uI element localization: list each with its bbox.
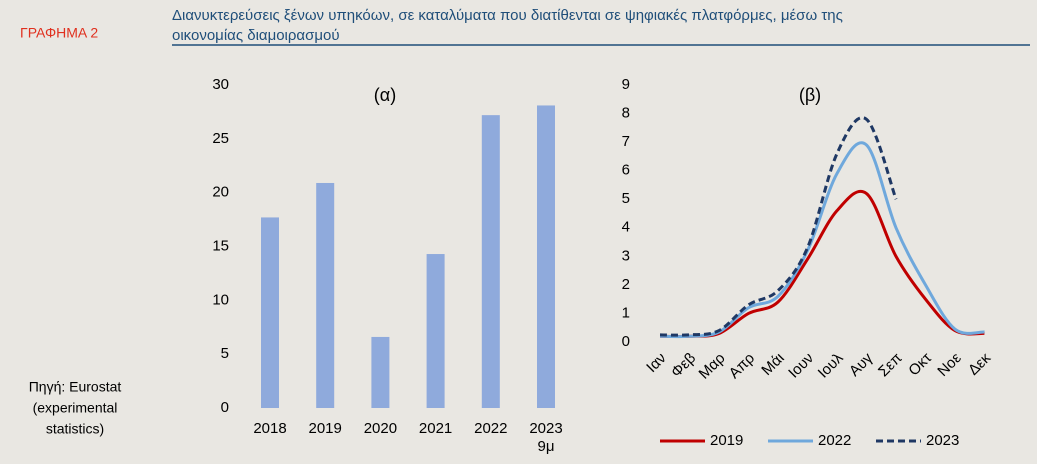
x-tick-label: Ιουλ: [815, 349, 847, 381]
x-tick-label: Σεπ: [875, 350, 906, 381]
legend-label: 2023: [926, 432, 959, 449]
y-tick-label: 0: [622, 333, 630, 350]
y-tick-label: 9: [622, 76, 630, 93]
bar: [316, 182, 335, 408]
y-tick-label: 7: [622, 133, 630, 150]
y-tick-label: 2: [622, 276, 630, 293]
x-tick-label: Ιαν: [643, 350, 669, 376]
title: Διανυκτερεύσεις ξένων υπηκόων, σε καταλύ…: [172, 7, 843, 24]
x-tick-label: Δεκ: [965, 349, 994, 378]
y-tick-label: 5: [622, 190, 630, 207]
y-tick-label: 3: [622, 247, 630, 264]
legend-label: 2019: [710, 432, 743, 449]
x-tick-label: 2023 9μ: [529, 420, 563, 455]
y-tick-label: 1: [622, 304, 630, 321]
bar: [261, 217, 279, 408]
x-tick-label: 2021: [418, 420, 453, 437]
chart-subtitle: (α): [374, 85, 396, 105]
x-tick-label: Φεβ: [668, 349, 700, 381]
y-tick-label: 10: [212, 291, 229, 308]
y-tick-label: 6: [622, 162, 630, 179]
x-tick-label: Μαρ: [696, 350, 729, 383]
y-tick-label: 30: [212, 76, 229, 93]
y-tick-label: 5: [221, 345, 229, 362]
bar: [481, 115, 500, 408]
title: οικονομίας διαμοιρασμού: [172, 27, 340, 44]
x-tick-label: Απρ: [726, 350, 758, 382]
x-tick-label: 2022: [474, 420, 508, 437]
y-tick-label: 0: [221, 399, 229, 416]
bar: [426, 254, 445, 408]
source: statistics): [46, 421, 104, 437]
bar: [371, 336, 390, 408]
x-tick-label: Ιουν: [785, 350, 817, 382]
line: [659, 141, 985, 339]
x-tick-label: Αυγ: [846, 349, 877, 380]
y-tick-label: 15: [212, 237, 229, 254]
chart-subtitle: (β): [799, 85, 821, 105]
bar: [537, 105, 555, 408]
x-tick-label: Νοε: [934, 349, 965, 380]
x-tick-label: 2018: [253, 420, 287, 437]
legend-label: 2022: [818, 432, 851, 449]
figure-label: ΓΡΑΦΗΜΑ 2: [20, 25, 98, 41]
y-tick-label: 8: [622, 105, 630, 122]
x-tick-label: Μάι: [758, 350, 787, 379]
x-tick-label: 2020: [363, 420, 398, 437]
x-tick-label: 2019: [308, 420, 342, 437]
y-tick-label: 20: [212, 184, 229, 201]
x-tick-label: Οκτ: [905, 350, 935, 380]
y-tick-label: 4: [622, 219, 630, 236]
y-tick-label: 25: [212, 130, 229, 147]
source: (experimental: [33, 400, 118, 416]
line: [659, 116, 898, 337]
source: Πηγή: Eurostat: [29, 379, 122, 395]
